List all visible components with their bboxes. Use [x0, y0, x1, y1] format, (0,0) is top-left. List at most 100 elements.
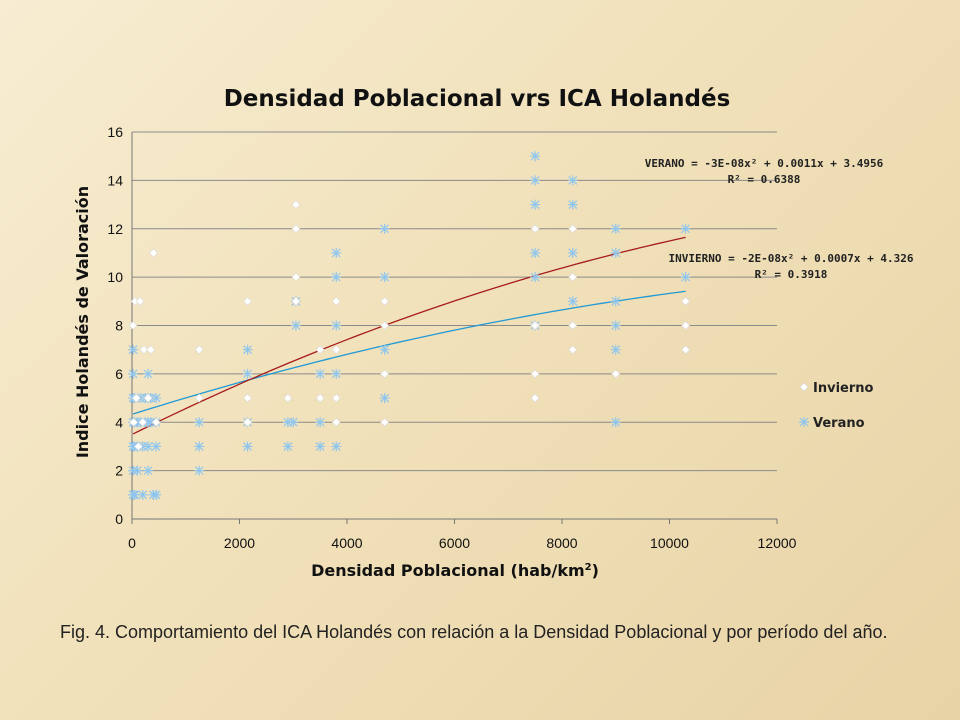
- invierno-point: [380, 321, 390, 330]
- invierno-point: [143, 393, 153, 403]
- invierno-point: [611, 369, 621, 379]
- invierno-point: [315, 393, 325, 403]
- verano-point: [151, 393, 162, 404]
- x-axis-label-sup: 2: [585, 562, 592, 573]
- verano-point: [143, 441, 154, 452]
- verano-point: [132, 465, 143, 476]
- verano-point: [567, 296, 578, 307]
- invierno-point: [530, 393, 540, 403]
- verano-point: [145, 417, 156, 428]
- x-tick-label: 2000: [224, 535, 255, 551]
- legend: Invierno Verano: [799, 381, 874, 431]
- x-tick-label: 0: [128, 535, 136, 551]
- verano-point: [680, 272, 691, 283]
- verano-point: [610, 223, 621, 234]
- invierno-point: [139, 345, 149, 355]
- verano-point: [242, 344, 253, 355]
- verano-point: [137, 489, 148, 500]
- chart-title: Densidad Poblacional vrs ICA Holandés: [224, 86, 731, 112]
- x-axis-label: Densidad Poblacional (hab/km2): [311, 561, 599, 580]
- figure-caption: Fig. 4. Comportamiento del ICA Holandés …: [60, 622, 888, 642]
- verano-point: [331, 441, 342, 452]
- verano-point: [242, 441, 253, 452]
- verano-point: [567, 247, 578, 258]
- verano-point: [128, 368, 139, 379]
- x-tick-label: 8000: [546, 535, 577, 551]
- verano-point: [610, 247, 621, 258]
- verano-trendline: [132, 236, 686, 435]
- legend-label-invierno: Invierno: [813, 381, 874, 396]
- verano-point: [331, 320, 342, 331]
- invierno-point: [681, 321, 691, 330]
- x-axis-label-end: ): [592, 561, 599, 580]
- verano-point: [128, 344, 139, 355]
- y-tick-label: 8: [115, 318, 123, 334]
- verano-point: [379, 272, 390, 283]
- invierno-point: [568, 321, 578, 330]
- verano-point: [379, 223, 390, 234]
- x-tick-label: 10000: [650, 535, 689, 551]
- verano-point: [530, 272, 541, 283]
- gridlines: [132, 131, 777, 520]
- invierno-equation: INVIERNO = -2E-08x² + 0.0007x + 4.326: [668, 252, 913, 265]
- verano-point: [379, 344, 390, 355]
- verano-point: [530, 247, 541, 258]
- verano-point: [379, 393, 390, 404]
- invierno-point: [530, 224, 540, 234]
- invierno-point: [129, 417, 139, 427]
- invierno-point: [530, 369, 540, 379]
- invierno-point: [194, 393, 204, 403]
- y-tick-label: 6: [115, 366, 123, 382]
- verano-point: [129, 489, 140, 500]
- y-tick-label: 12: [107, 221, 123, 237]
- invierno-point: [380, 369, 390, 379]
- verano-point: [530, 199, 541, 210]
- y-tick-label: 10: [107, 269, 123, 285]
- tick-labels: 0 2 4 6 8 10 12 14 16 0 2000 4000 6000 8000 10000 12000: [107, 124, 796, 551]
- verano-point: [331, 272, 342, 283]
- verano-point: [288, 417, 299, 428]
- verano-point: [530, 175, 541, 186]
- axes: [131, 132, 778, 524]
- verano-point: [194, 441, 205, 452]
- verano-point: [315, 417, 326, 428]
- trendlines: [132, 236, 686, 435]
- invierno-point: [128, 321, 138, 330]
- invierno-point: [331, 393, 341, 403]
- verano-point: [194, 417, 205, 428]
- verano-point: [331, 368, 342, 379]
- invierno-point: [568, 345, 578, 355]
- invierno-trendline: [132, 290, 686, 415]
- invierno-point: [291, 200, 301, 209]
- verano-point: [610, 320, 621, 331]
- verano-point: [143, 465, 154, 476]
- verano-point: [530, 151, 541, 162]
- invierno-point: [315, 345, 325, 355]
- verano-point: [151, 441, 162, 452]
- invierno-point: [138, 417, 148, 427]
- verano-point: [242, 368, 253, 379]
- verano-point: [680, 223, 691, 234]
- verano-point: [143, 368, 154, 379]
- invierno-r2: R² = 0.3918: [755, 268, 828, 281]
- invierno-point: [380, 296, 390, 306]
- verano-point: [151, 489, 162, 500]
- x-tick-label: 4000: [331, 535, 362, 551]
- invierno-point: [134, 442, 143, 451]
- verano-point: [290, 320, 301, 331]
- invierno-point: [151, 417, 161, 427]
- invierno-point: [194, 345, 204, 355]
- invierno-point: [283, 393, 293, 403]
- y-tick-label: 4: [115, 414, 123, 430]
- verano-point: [331, 247, 342, 258]
- scatter-chart: Densidad Poblacional vrs ICA Holandés 0 2…: [73, 86, 914, 580]
- invierno-point: [568, 224, 578, 234]
- invierno-point: [291, 296, 301, 306]
- invierno-point: [331, 345, 341, 355]
- verano-point: [194, 465, 205, 476]
- invierno-point: [331, 417, 341, 427]
- verano-point: [567, 199, 578, 210]
- invierno-point: [243, 393, 252, 403]
- y-axis-label: Indice Holandés de Valoración: [73, 186, 92, 458]
- verano-point: [282, 441, 293, 452]
